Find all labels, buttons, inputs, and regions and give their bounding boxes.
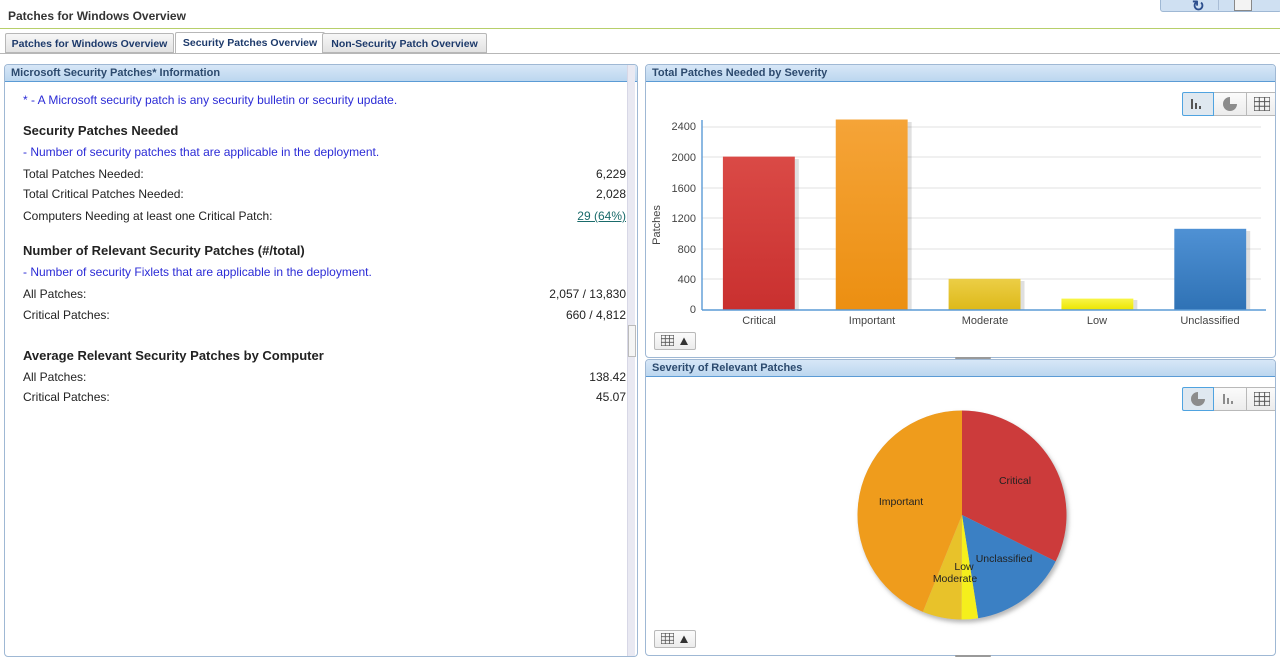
svg-text:Critical: Critical — [742, 315, 776, 327]
svg-text:2000: 2000 — [672, 152, 696, 164]
svg-text:0: 0 — [690, 304, 696, 316]
svg-text:Moderate: Moderate — [933, 573, 978, 585]
svg-text:Unclassified: Unclassified — [976, 553, 1033, 565]
svg-text:2400: 2400 — [672, 121, 696, 133]
svg-text:1200: 1200 — [672, 213, 696, 225]
svg-text:400: 400 — [678, 274, 696, 286]
svg-text:Critical: Critical — [999, 475, 1031, 487]
svg-text:Moderate: Moderate — [962, 315, 1008, 327]
svg-text:Low: Low — [1087, 315, 1107, 327]
svg-text:Important: Important — [849, 315, 895, 327]
svg-text:Low: Low — [954, 561, 974, 573]
svg-text:Unclassified: Unclassified — [1180, 315, 1239, 327]
svg-text:Patches: Patches — [651, 205, 663, 245]
svg-text:800: 800 — [678, 244, 696, 256]
svg-text:Important: Important — [879, 496, 923, 508]
svg-text:1600: 1600 — [672, 183, 696, 195]
